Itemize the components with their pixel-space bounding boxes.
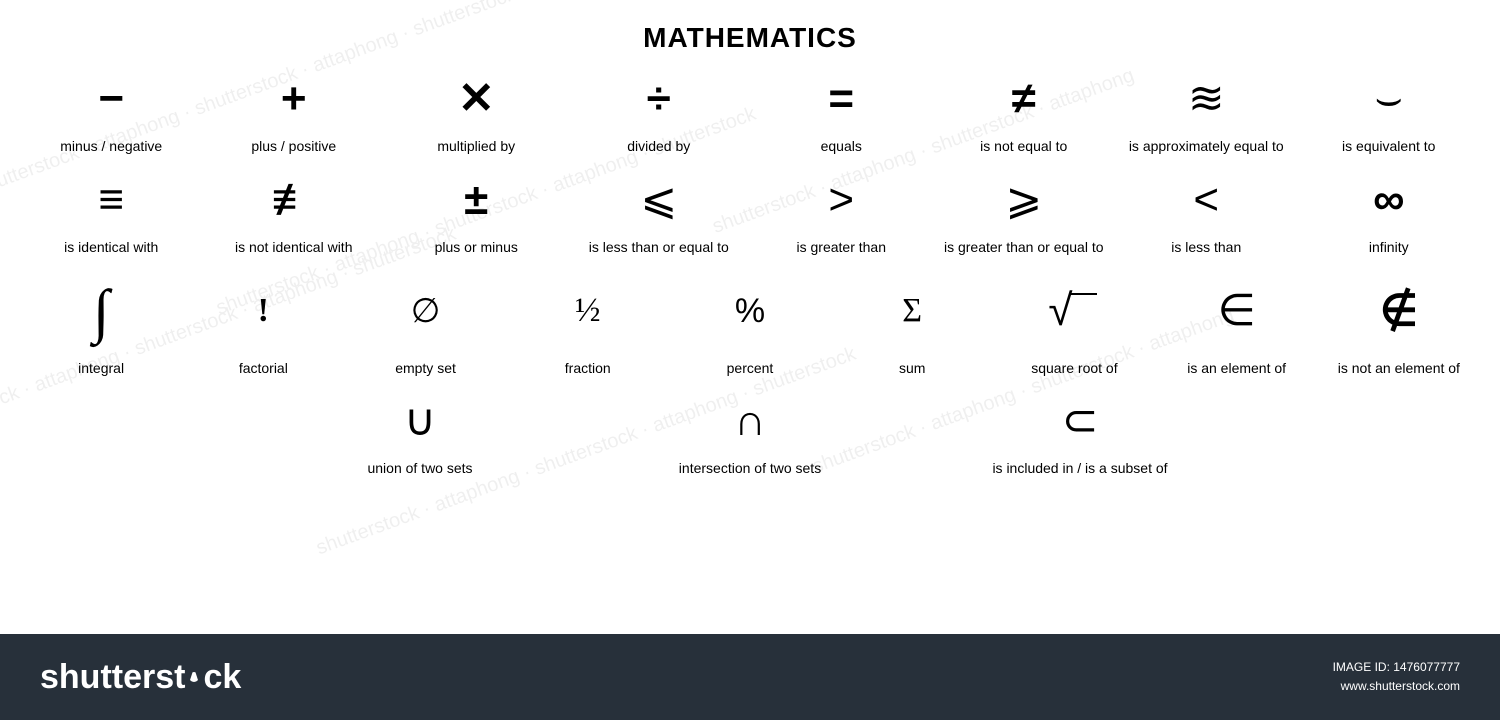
lte-icon: ⩽ [640,165,677,235]
cell-subset: ⊂ is included in / is a subset of [970,386,1190,479]
divide-label: divided by [627,134,690,157]
row-2: ≡ is identical with ≢ is not identical w… [20,165,1480,258]
lt-label: is less than [1171,235,1241,258]
not-equal-label: is not equal to [980,134,1067,157]
minus-icon: − [98,64,124,134]
divide-icon: ÷ [647,64,671,134]
gte-label: is greater than or equal to [944,235,1104,258]
cell-not-identical: ≢ is not identical with [209,165,379,258]
intersection-icon: ∩ [734,386,766,456]
union-icon: ∪ [404,386,436,456]
equals-label: equals [821,134,862,157]
not-element-of-label: is not an element of [1338,356,1460,379]
image-id-line: IMAGE ID: 1476077777 [1333,658,1460,677]
percent-label: percent [727,356,774,379]
cell-plus: + plus / positive [209,64,379,157]
symbol-grid: − minus / negative + plus / positive ✕ m… [0,64,1500,479]
integral-label: integral [78,356,124,379]
cell-lte: ⩽ is less than or equal to [574,165,744,258]
integral-icon: ∫ [93,266,109,356]
equals-icon: = [828,64,854,134]
element-of-icon: ∈ [1217,266,1255,356]
cell-factorial: ! factorial [188,266,338,379]
equivalent-icon: ⌣ [1374,64,1403,134]
brand-logo: shutterst ck [40,658,241,697]
row-3: ∫ integral ! factorial ∅ empty set ½ fra… [20,266,1480,379]
gt-icon: > [828,165,854,235]
cell-minus: − minus / negative [26,64,196,157]
cell-union: ∪ union of two sets [310,386,530,479]
sum-icon: Σ [902,266,922,356]
not-element-of-icon: ∉ [1380,266,1418,356]
not-identical-label: is not identical with [235,235,353,258]
percent-icon: % [735,266,765,356]
identical-label: is identical with [64,235,158,258]
footer-bar: shutterst ck IMAGE ID: 1476077777 www.shu… [0,634,1500,720]
fraction-label: fraction [565,356,611,379]
subset-icon: ⊂ [1062,386,1099,456]
row-4: ∪ union of two sets ∩ intersection of tw… [20,386,1480,479]
cell-empty-set: ∅ empty set [351,266,501,379]
infinity-label: infinity [1369,235,1409,258]
lt-icon: < [1193,165,1219,235]
cell-multiply: ✕ multiplied by [391,64,561,157]
element-of-label: is an element of [1187,356,1286,379]
not-identical-icon: ≢ [272,165,316,235]
plus-minus-icon: ± [464,165,488,235]
sqrt-label: square root of [1031,356,1117,379]
minus-label: minus / negative [60,134,162,157]
cell-not-element-of: ∉ is not an element of [1324,266,1474,379]
gt-label: is greater than [797,235,887,258]
row-1: − minus / negative + plus / positive ✕ m… [20,64,1480,157]
cell-intersection: ∩ intersection of two sets [640,386,860,479]
cell-approx-equal: ≋ is approximately equal to [1121,64,1291,157]
cell-divide: ÷ divided by [574,64,744,157]
footer-url: www.shutterstock.com [1333,677,1460,696]
factorial-icon: ! [258,266,269,356]
sum-label: sum [899,356,925,379]
plus-label: plus / positive [251,134,336,157]
plus-icon: + [281,64,307,134]
subset-label: is included in / is a subset of [992,456,1167,479]
cell-infinity: ∞ infinity [1304,165,1474,258]
cell-equivalent: ⌣ is equivalent to [1304,64,1474,157]
approx-equal-icon: ≋ [1188,64,1225,134]
union-label: union of two sets [367,456,472,479]
factorial-label: factorial [239,356,288,379]
multiply-label: multiplied by [437,134,515,157]
cell-equals: = equals [756,64,926,157]
approx-equal-label: is approximately equal to [1129,134,1284,157]
brand-right: ck [203,658,241,697]
empty-set-icon: ∅ [411,266,441,356]
cell-not-equal: ≠ is not equal to [939,64,1109,157]
cell-integral: ∫ integral [26,266,176,379]
not-equal-icon: ≠ [1012,64,1036,134]
intersection-label: intersection of two sets [679,456,821,479]
identical-icon: ≡ [98,165,124,235]
cell-gt: > is greater than [756,165,926,258]
footer-meta: IMAGE ID: 1476077777 www.shutterstock.co… [1333,658,1460,696]
cell-identical: ≡ is identical with [26,165,196,258]
sqrt-icon: √ [1048,266,1100,356]
page-title: MATHEMATICS [0,0,1500,64]
cell-gte: ⩾ is greater than or equal to [939,165,1109,258]
lte-label: is less than or equal to [589,235,729,258]
cell-element-of: ∈ is an element of [1162,266,1312,379]
cell-sum: Σ sum [837,266,987,379]
empty-set-label: empty set [395,356,456,379]
equivalent-label: is equivalent to [1342,134,1435,157]
cell-plus-minus: ± plus or minus [391,165,561,258]
cell-percent: % percent [675,266,825,379]
cell-lt: < is less than [1121,165,1291,258]
multiply-icon: ✕ [458,64,495,134]
cell-fraction: ½ fraction [513,266,663,379]
plus-minus-label: plus or minus [435,235,518,258]
fraction-icon: ½ [575,266,601,356]
brand-left: shutterst [40,658,185,697]
brand-aperture-icon [189,672,199,682]
gte-icon: ⩾ [1005,165,1042,235]
cell-sqrt: √ square root of [999,266,1149,379]
infinity-icon: ∞ [1373,165,1404,235]
